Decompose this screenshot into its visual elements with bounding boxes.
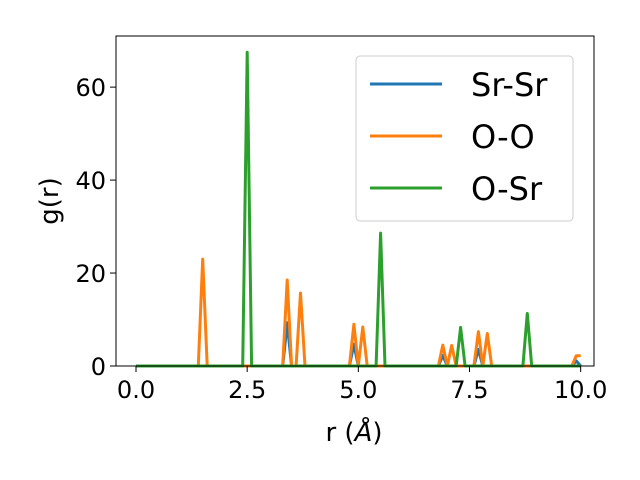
y-tick-label: 0 [91, 353, 106, 381]
x-axis-label-close: ) [372, 418, 382, 448]
legend-label-sr-sr: Sr-Sr [471, 66, 548, 104]
x-tick-label: 2.5 [228, 376, 266, 404]
x-tick-label: 7.5 [450, 376, 488, 404]
y-tick-label: 60 [75, 74, 106, 102]
legend-box [355, 55, 574, 222]
x-axis-label: r (Å) [325, 416, 382, 448]
legend-label-o-o: O-O [471, 118, 535, 156]
y-tick-label: 40 [75, 167, 106, 195]
series-line-o-o [136, 257, 581, 368]
legend: Sr-Sr O-O O-Sr [355, 55, 574, 222]
x-axis-label-text: r ( [325, 418, 354, 448]
legend-label-o-sr: O-Sr [471, 170, 543, 208]
y-tick-label: 20 [75, 260, 106, 288]
x-tick-label: 0.0 [117, 376, 155, 404]
plot-frame [115, 35, 595, 367]
y-axis-label: g(r) [35, 177, 65, 224]
x-tick-label: 10.0 [554, 376, 607, 404]
x-axis-ticks: 0.0 2.5 5.0 7.5 10.0 [117, 366, 607, 404]
x-axis-label-unit: Å [353, 416, 373, 448]
x-tick-label: 5.0 [339, 376, 377, 404]
y-axis-ticks: 0 20 40 60 [75, 74, 116, 381]
